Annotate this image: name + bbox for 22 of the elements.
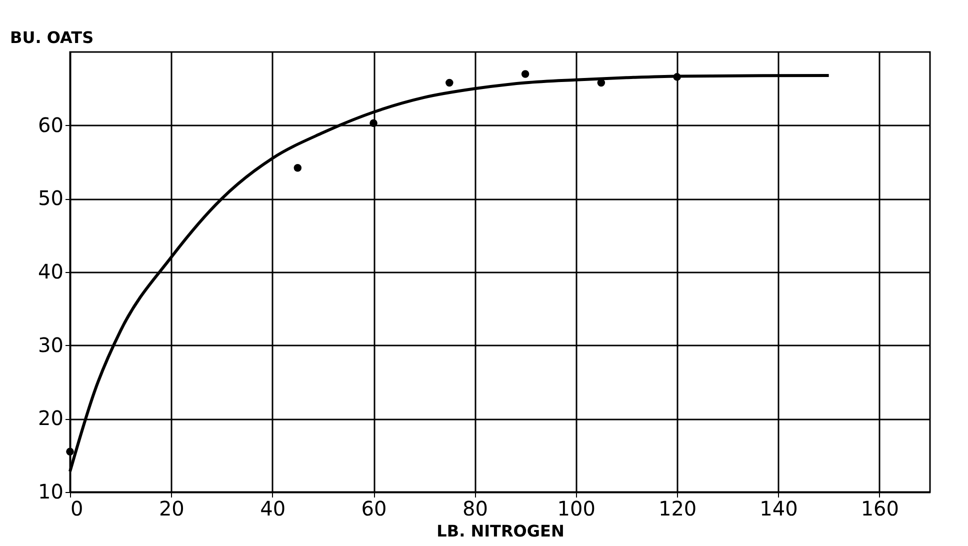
y-tick-label: 10 (38, 480, 64, 504)
y-tick-label: 40 (38, 260, 64, 284)
x-tick-label: 140 (760, 496, 798, 520)
x-tick-label: 160 (860, 496, 900, 520)
point (294, 164, 302, 172)
y-axis-title: BU. OATS (10, 28, 94, 47)
y-tick-label: 30 (38, 332, 64, 357)
x-tick-label: 80 (462, 496, 488, 520)
x-tick-label: 40 (260, 496, 286, 520)
x-tick-label: 60 (361, 496, 387, 520)
y-tick-label: 50 (38, 186, 64, 210)
x-tick-label: 120 (658, 496, 697, 520)
y-tick-label: 20 (38, 406, 64, 430)
x-tick-label: 100 (557, 496, 596, 520)
x-tick-label: 20 (158, 496, 184, 520)
x-tick-label: 0 (70, 496, 84, 520)
point (446, 78, 454, 87)
point (370, 119, 378, 127)
point (521, 70, 530, 78)
point (66, 448, 74, 456)
y-tick-label: 60 (38, 112, 64, 137)
x-axis-title: LB. NITROGEN (436, 522, 564, 540)
